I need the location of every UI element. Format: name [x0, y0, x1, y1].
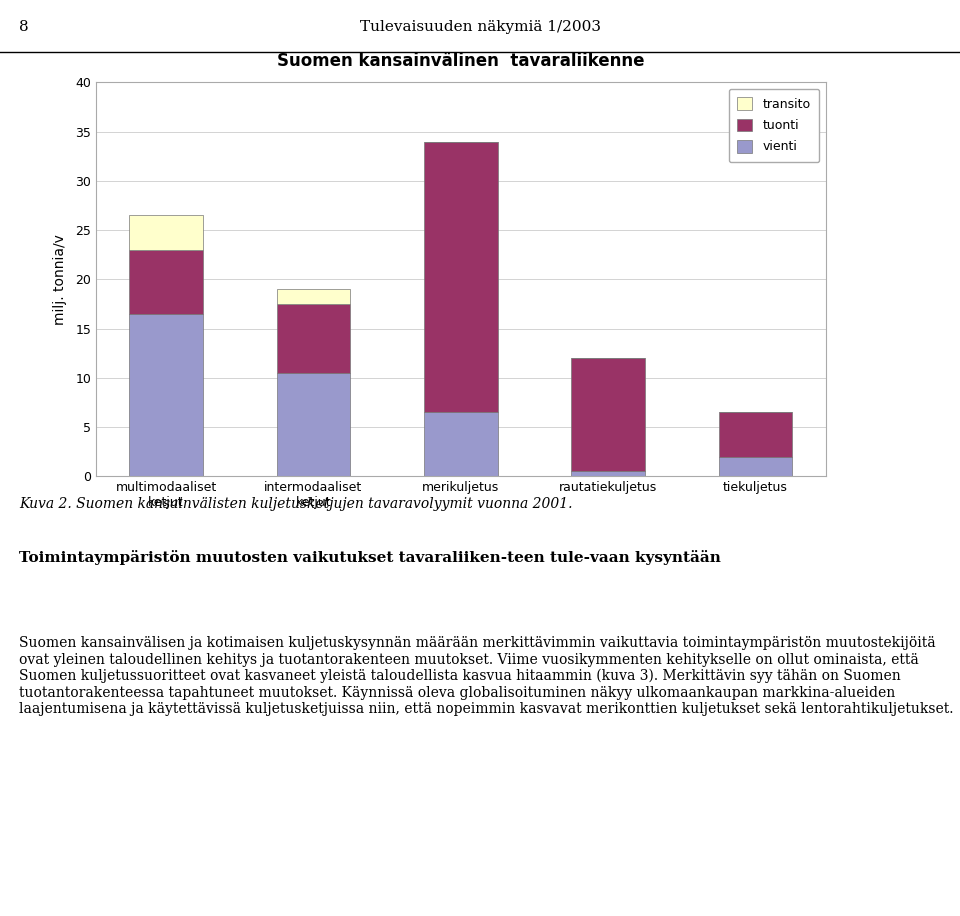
Bar [719, 457, 792, 476]
Bar [130, 250, 203, 314]
Text: 8: 8 [19, 20, 29, 35]
Bar [276, 373, 350, 476]
Bar [571, 358, 645, 472]
Bar [719, 412, 792, 457]
Legend: transito, tuonti, vienti: transito, tuonti, vienti [729, 89, 819, 162]
Bar [130, 314, 203, 476]
Text: Toimintaympäristön muutosten vaikutukset tavaraliiken­teen tule­vaan kysyntään: Toimintaympäristön muutosten vaikutukset… [19, 550, 721, 565]
Bar [571, 472, 645, 476]
Title: Suomen kansainvälinen  tavaraliikenne: Suomen kansainvälinen tavaraliikenne [277, 52, 644, 70]
Bar [424, 412, 497, 476]
Text: Tulevaisuuden näkymiä 1/2003: Tulevaisuuden näkymiä 1/2003 [359, 20, 601, 35]
Text: Kuva 2. Suomen kansainvälisten kuljetusketjujen tavaravolyymit vuonna 2001.: Kuva 2. Suomen kansainvälisten kuljetusk… [19, 496, 573, 511]
Y-axis label: milj. tonnia/v: milj. tonnia/v [53, 234, 67, 325]
Bar [130, 215, 203, 250]
Bar [276, 304, 350, 373]
Bar [424, 142, 497, 412]
Bar [276, 289, 350, 304]
Text: Suomen kansainvälisen ja kotimaisen kuljetuskysynnän määrään merkittävimmin vaik: Suomen kansainvälisen ja kotimaisen kulj… [19, 637, 953, 715]
